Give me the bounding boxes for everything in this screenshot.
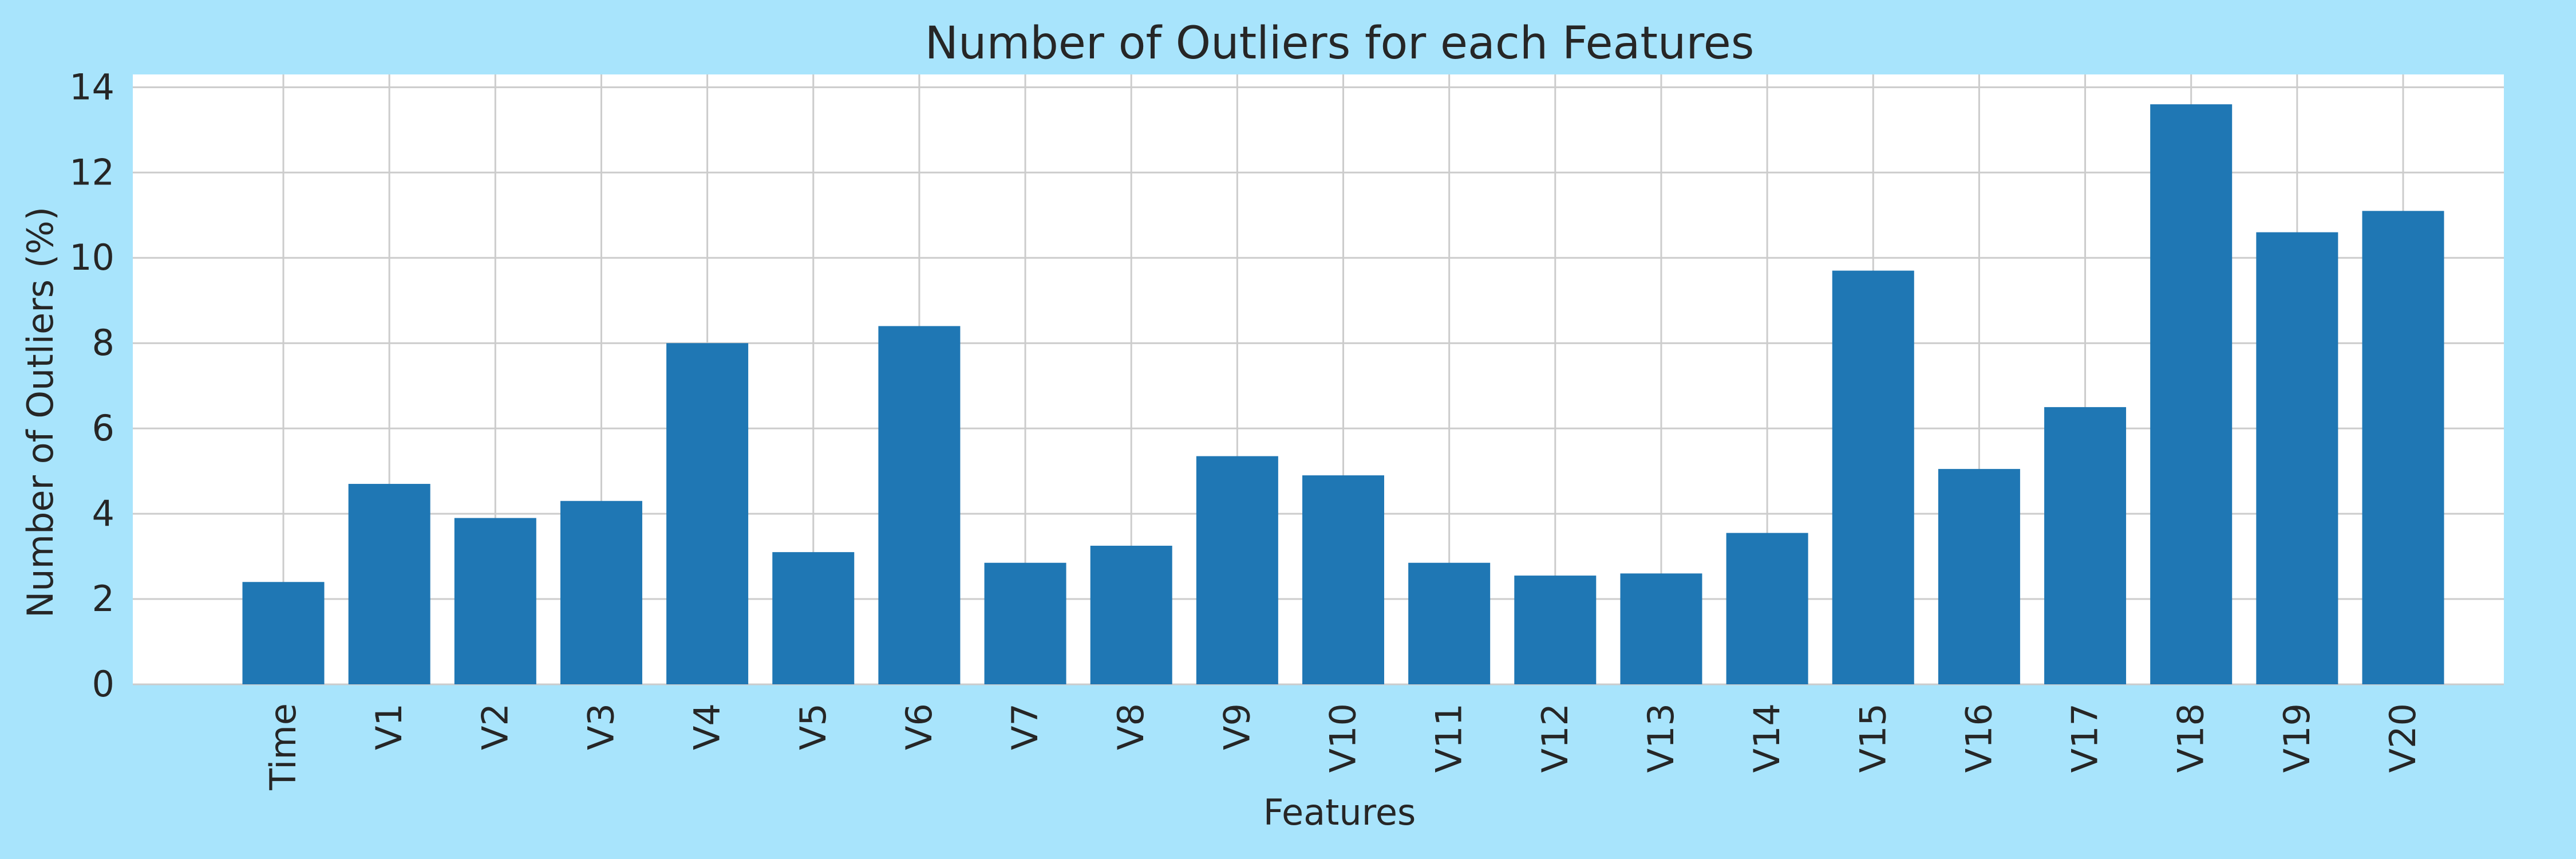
x-tick-label: V9	[1216, 703, 1258, 750]
x-tick-label: V18	[2170, 703, 2212, 773]
x-tick-label: V10	[1322, 703, 1364, 773]
bar-v10	[1302, 475, 1384, 684]
bar-v9	[1196, 456, 1278, 684]
bars	[242, 104, 2444, 685]
y-axis-label: Number of Outliers (%)	[19, 207, 61, 618]
chart-title: Number of Outliers for each Features	[925, 18, 1755, 69]
y-tick-label: 4	[92, 492, 114, 534]
bar-v18	[2150, 104, 2233, 684]
bar-v15	[1832, 270, 1914, 684]
y-tick-label: 8	[92, 322, 114, 364]
x-tick-label: V1	[368, 703, 410, 750]
x-tick-label: Time	[262, 703, 304, 791]
x-tick-label: V5	[792, 703, 834, 750]
x-tick-label: V2	[474, 703, 516, 750]
x-tick-label: V3	[580, 703, 622, 750]
bar-v11	[1408, 562, 1491, 684]
bar-v5	[772, 552, 855, 684]
y-tick-label: 10	[69, 237, 114, 278]
bar-v12	[1514, 576, 1597, 684]
y-tick-label: 14	[69, 66, 114, 108]
bar-v14	[1726, 533, 1808, 684]
x-tick-label: V19	[2276, 703, 2318, 773]
y-axis-tick-labels: 0 2 4 6 8 10 12 14	[69, 66, 114, 705]
bar-v3	[560, 501, 642, 684]
bar-v4	[666, 343, 749, 684]
x-tick-label: V15	[1852, 703, 1894, 773]
x-tick-label: V17	[2064, 703, 2106, 773]
x-tick-label: V14	[1746, 703, 1788, 773]
x-tick-label: V7	[1004, 703, 1046, 750]
x-axis-label: Features	[1263, 791, 1416, 833]
bar-v8	[1090, 545, 1172, 684]
bar-v7	[984, 562, 1066, 684]
x-tick-label: V13	[1640, 703, 1682, 773]
bar-v1	[348, 483, 430, 684]
x-tick-label: V16	[1958, 703, 2000, 773]
bar-v16	[1938, 468, 2020, 684]
x-tick-label: V12	[1534, 703, 1576, 773]
bar-v2	[454, 518, 536, 684]
x-tick-label: V20	[2382, 703, 2424, 773]
x-tick-label: V8	[1110, 703, 1152, 750]
bar-v13	[1620, 573, 1702, 684]
bar-v20	[2362, 211, 2444, 685]
x-tick-label: V4	[686, 703, 728, 750]
bar-time	[242, 582, 325, 684]
y-tick-label: 12	[69, 151, 114, 193]
bar-v19	[2256, 232, 2338, 684]
x-axis-tick-labels: Time V1 V2 V3 V4 V5 V6 V7 V8 V9 V10 V11 V12 V13 V14 V15…	[262, 703, 2424, 791]
x-tick-label: V11	[1428, 703, 1470, 773]
y-tick-label: 0	[92, 663, 114, 705]
x-tick-label: V6	[898, 703, 940, 750]
y-tick-label: 6	[92, 407, 114, 449]
bar-v17	[2044, 407, 2127, 684]
y-tick-label: 2	[92, 578, 114, 620]
bar-v6	[878, 326, 961, 684]
